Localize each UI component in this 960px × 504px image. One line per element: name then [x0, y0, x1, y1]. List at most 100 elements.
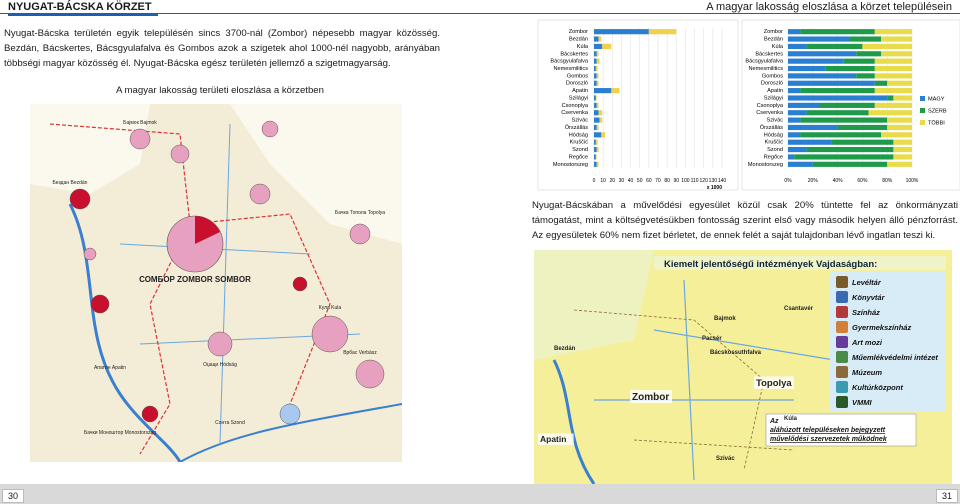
bar-segment [788, 139, 832, 145]
category-label: Zombor [569, 29, 588, 35]
map-label: Pacsér [702, 336, 722, 342]
bar-segment [874, 102, 912, 108]
x-tick-label: 60 [646, 178, 652, 184]
category-label: Hódság [569, 132, 588, 138]
bar-segment [594, 117, 600, 123]
map-area [534, 250, 654, 360]
category-label: Regőce [764, 154, 783, 160]
marker [141, 405, 159, 423]
bar-segment [881, 36, 912, 42]
bar-segment [806, 43, 863, 49]
bar-segment [788, 154, 795, 160]
category-label: Hódság [764, 132, 783, 138]
bar-segment [819, 102, 875, 108]
bar-segment [788, 51, 857, 57]
category-label: Szivác [572, 118, 589, 124]
category-label: Őrszállás [565, 124, 589, 131]
bar-segment [594, 154, 596, 160]
marker [195, 216, 220, 244]
page-number: 31 [936, 489, 958, 503]
bar-segment [800, 88, 875, 94]
marker [207, 331, 233, 357]
legend-icon [836, 321, 848, 333]
bar-segment [596, 124, 599, 131]
bar-segment [881, 132, 912, 138]
bar-segment [595, 154, 597, 160]
bar-segment [596, 58, 600, 64]
map-label: Врбас Verbász [343, 350, 377, 356]
bar-segment [788, 161, 813, 167]
category-label: Csonoplya [757, 103, 784, 109]
bar-segment [596, 161, 599, 167]
right-header: A magyar lakosság eloszlása a körzet tel… [706, 1, 952, 13]
bar-segment [788, 65, 826, 72]
x-tick-label: 40 [628, 178, 634, 184]
bar-segment [788, 58, 844, 64]
bar-segment [594, 161, 597, 167]
map-label: Topolya [756, 378, 792, 389]
bar-segment [893, 147, 912, 153]
bar-segment [595, 95, 597, 101]
legend-label: Levéltár [852, 278, 882, 287]
map-label: Bácskossuthfalva [710, 350, 762, 356]
label-bg [754, 376, 794, 389]
category-label: Zombor [764, 29, 783, 35]
bar-segment [602, 43, 612, 49]
legend-label: TÖBBI [928, 120, 945, 127]
bar-segment [788, 43, 807, 49]
bar-segment [594, 36, 599, 42]
map-label: Szivác [716, 456, 735, 462]
bar-segment [788, 36, 850, 42]
bar-segment [788, 29, 801, 35]
bar-segment [843, 58, 875, 64]
chart-bg [537, 19, 739, 191]
bar-segment [598, 36, 602, 42]
legend-icon [836, 306, 848, 318]
bar-segment [594, 95, 596, 101]
x-tick-label: 0% [784, 178, 792, 184]
x-tick-label: 110 [691, 178, 699, 184]
bar-segment [806, 147, 894, 153]
note-line: Az [769, 418, 779, 425]
border [573, 309, 795, 471]
bar-segment [887, 80, 912, 86]
bar-segment [856, 51, 881, 57]
category-label: Szilágyi [569, 95, 588, 101]
x-tick-label: 140 [718, 178, 727, 184]
marker [129, 128, 151, 150]
bar-segment [887, 124, 912, 131]
canal [594, 279, 835, 481]
settlement-markers [69, 120, 385, 425]
legend-swatch [920, 96, 925, 101]
category-label: Szond [767, 147, 783, 153]
bar-segment [831, 139, 894, 145]
map-label: Kúla [784, 416, 798, 422]
river [179, 403, 402, 462]
map-label: Бајмок Bajmok [123, 120, 157, 126]
x-tick-label: 100% [906, 178, 919, 184]
footer-strip [0, 484, 960, 504]
legend-label: VMMI [852, 398, 872, 407]
bar-segment [611, 88, 620, 94]
right-map: Kiemelt jelentőségű intézmények Vajdaság… [534, 250, 952, 484]
category-label: Kúla [577, 44, 589, 50]
category-label: Apatin [572, 88, 588, 94]
bar-segment [893, 95, 912, 101]
x-tick-label: 0 [593, 178, 596, 184]
category-label: Nemesmilitics [749, 66, 784, 72]
x-tick-label: 130 [709, 178, 718, 184]
legend-swatch [920, 120, 925, 125]
x-tick-label: 40% [833, 178, 844, 184]
category-label: Monostorszeg [553, 162, 588, 168]
legend-icon [836, 336, 848, 348]
bar-segment [887, 161, 912, 167]
bar-segment [594, 80, 597, 86]
category-label: Szond [572, 147, 588, 153]
map-label: Csantavér [784, 306, 814, 312]
map-label: Бачки Моноштор Monostorszeg [84, 430, 156, 436]
page-number: 30 [2, 489, 24, 503]
marker [170, 144, 190, 164]
bar-segment [596, 80, 599, 86]
note-line: aláhúzott településeken bejegyzett [770, 427, 886, 434]
category-label: Cservenka [561, 110, 589, 116]
